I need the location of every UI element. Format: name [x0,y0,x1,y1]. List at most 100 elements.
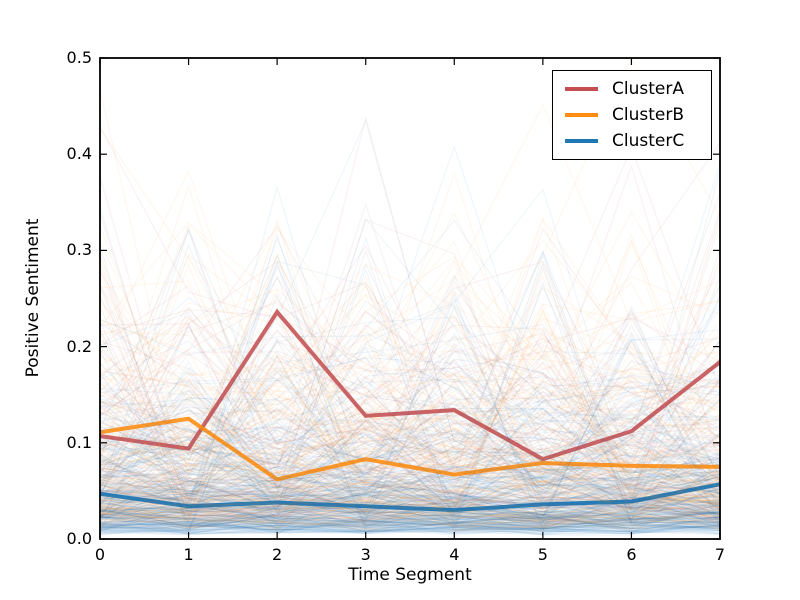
clusterc-member-trace [100,381,720,501]
clustera-member-trace [100,427,720,502]
tick-marks [99,57,721,540]
clustera-member-trace [100,285,720,520]
clusterc-member-trace [100,523,720,535]
clusterb-member-trace [100,280,720,441]
clusterc-member-trace [100,459,720,515]
clusterb-member-trace [100,501,720,528]
clustera-member-trace [100,366,720,497]
clusterc-member-trace [100,489,720,522]
clusterb-member-trace [100,260,720,511]
legend-entry-clusterb: ClusterB [553,106,711,124]
clusterc-member-trace [100,500,720,530]
clusterc-member-trace [100,523,720,533]
clustera-member-trace [100,329,720,441]
clusterb-member-trace [100,210,720,456]
clusterc-member-trace [100,369,720,485]
clustera-member-trace [100,309,720,463]
clustera-member-trace [100,466,720,509]
clusterb-member-trace [100,515,720,530]
clusterc-member-trace [100,523,720,534]
clustera-member-trace [100,504,720,529]
clusterc-line-swatch [565,139,598,143]
clusterc-member-trace [100,480,720,520]
clustera-member-trace [100,340,720,488]
clusterb-member-trace [100,506,720,532]
clusterc-member-trace [100,455,720,521]
clusterb-member-trace [100,326,720,528]
clusterc-member-trace [100,260,720,515]
clusterc-member-trace [100,397,720,496]
clustera-member-trace [100,210,720,469]
clusterb-member-trace [100,479,720,509]
clusterb-member-trace [100,506,720,523]
clusterc-member-trace [100,387,720,503]
clusterc-member-trace [100,463,720,518]
clusterc-member-trace [100,523,720,531]
clusterc-member-trace [100,332,720,511]
clustera-member-trace [100,146,720,488]
clusterc-member-trace [100,516,720,534]
clusterb-member-trace [100,275,720,511]
clusterc-member-trace [100,478,720,526]
clusterb-member-trace [100,313,720,496]
clusterb-member-trace [100,486,720,519]
clusterc-member-trace [100,470,720,520]
clusterb-member-trace [100,274,720,515]
clusterb-member-trace [100,432,720,514]
clustera-member-trace [100,306,720,423]
clusterc-member-trace [100,358,720,496]
clusterc-member-trace [100,507,720,528]
background-traces-over [100,89,720,536]
clusterc-member-trace [100,491,720,520]
clusterb-member-trace [100,464,720,510]
clusterb-member-trace [100,337,720,490]
axes-spines [99,57,721,540]
clusterc-member-trace [100,443,720,512]
clusterc-member-trace [100,475,720,523]
clusterc-member-trace [100,510,720,528]
clusterb-member-trace [100,347,720,498]
clusterb-member-trace [100,275,720,450]
clusterc-member-trace [100,418,720,524]
clusterb-member-trace [100,492,720,528]
clusterc-member-trace [100,460,720,516]
clusterc-member-trace [100,523,720,533]
clusterc-member-trace [100,490,720,521]
clustera-member-trace [100,380,720,494]
clusterc-member-trace [100,464,720,515]
clusterc-member-trace [100,521,720,536]
clustera-member-trace [100,359,720,466]
clusterc-member-trace [100,228,720,494]
clusterc-member-trace [100,503,720,527]
clustera-member-trace [100,448,720,514]
clusterc-member-trace [100,233,720,532]
clustera-member-trace [100,390,720,474]
clusterb-member-trace [100,276,720,470]
clusterb-member-trace [100,403,720,501]
clustera-member-trace [100,302,720,476]
clusterc-member-trace [100,513,720,532]
clusterb-member-trace [100,508,720,531]
clusterb-member-trace [100,169,720,457]
y-axis-label: Positive Sentiment [23,218,43,378]
clusterb-member-trace [100,217,720,487]
clusterb-member-trace [100,233,720,487]
clusterc-member-trace [100,274,720,480]
clustera-member-trace [100,454,720,518]
clusterb-member-trace [100,358,720,395]
clusterc-member-trace [100,473,720,523]
clusterc-member-trace [100,478,720,518]
clusterc-member-trace [100,514,720,533]
clusterc-member-trace [100,439,720,488]
clustera-member-trace [100,115,720,487]
clusterc-member-trace [100,444,720,524]
clusterc-member-trace [100,380,720,523]
clusterb-member-trace [100,454,720,516]
clusterc-member-trace [100,389,720,520]
clusterb-member-trace [100,259,720,397]
clusterb-member-trace [100,285,720,466]
clusterc-member-trace [100,466,720,522]
clusterc-member-trace [100,483,720,526]
clusterc-member-trace [100,501,720,520]
